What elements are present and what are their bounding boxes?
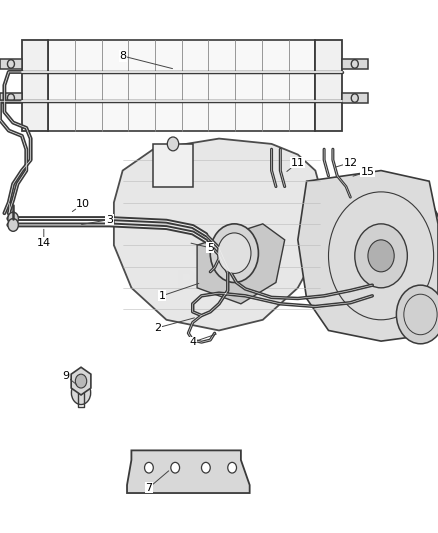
Polygon shape bbox=[298, 171, 438, 341]
Polygon shape bbox=[22, 40, 48, 131]
Polygon shape bbox=[342, 93, 368, 103]
Circle shape bbox=[145, 462, 153, 473]
Polygon shape bbox=[197, 224, 285, 304]
Polygon shape bbox=[0, 93, 22, 103]
Circle shape bbox=[201, 462, 210, 473]
Circle shape bbox=[355, 224, 407, 288]
Polygon shape bbox=[342, 59, 368, 69]
Text: 8: 8 bbox=[119, 51, 173, 69]
Circle shape bbox=[396, 285, 438, 344]
Circle shape bbox=[210, 224, 258, 282]
Polygon shape bbox=[127, 450, 250, 493]
Polygon shape bbox=[153, 144, 193, 187]
Text: 10: 10 bbox=[72, 199, 90, 212]
Circle shape bbox=[167, 137, 179, 151]
Text: 2: 2 bbox=[154, 318, 194, 333]
Circle shape bbox=[171, 462, 180, 473]
Polygon shape bbox=[0, 59, 22, 69]
Circle shape bbox=[315, 176, 438, 336]
Polygon shape bbox=[315, 40, 342, 131]
Text: 4: 4 bbox=[189, 334, 216, 347]
Text: 15: 15 bbox=[353, 167, 375, 176]
Circle shape bbox=[228, 462, 237, 473]
Circle shape bbox=[368, 240, 394, 272]
Circle shape bbox=[8, 212, 18, 225]
Polygon shape bbox=[114, 139, 324, 330]
Text: 12: 12 bbox=[336, 158, 357, 167]
Text: 7: 7 bbox=[145, 471, 169, 492]
Text: 5: 5 bbox=[191, 243, 214, 253]
Text: 11: 11 bbox=[287, 158, 305, 172]
Text: OEM
PARTS: OEM PARTS bbox=[174, 235, 282, 298]
Polygon shape bbox=[48, 40, 315, 131]
Circle shape bbox=[75, 374, 87, 388]
Polygon shape bbox=[71, 367, 91, 395]
Circle shape bbox=[8, 219, 18, 231]
Text: 9: 9 bbox=[62, 371, 77, 385]
Text: 1: 1 bbox=[159, 284, 199, 301]
Text: 14: 14 bbox=[37, 229, 51, 247]
Circle shape bbox=[71, 381, 91, 405]
Circle shape bbox=[218, 233, 251, 273]
Text: 3: 3 bbox=[81, 215, 113, 224]
